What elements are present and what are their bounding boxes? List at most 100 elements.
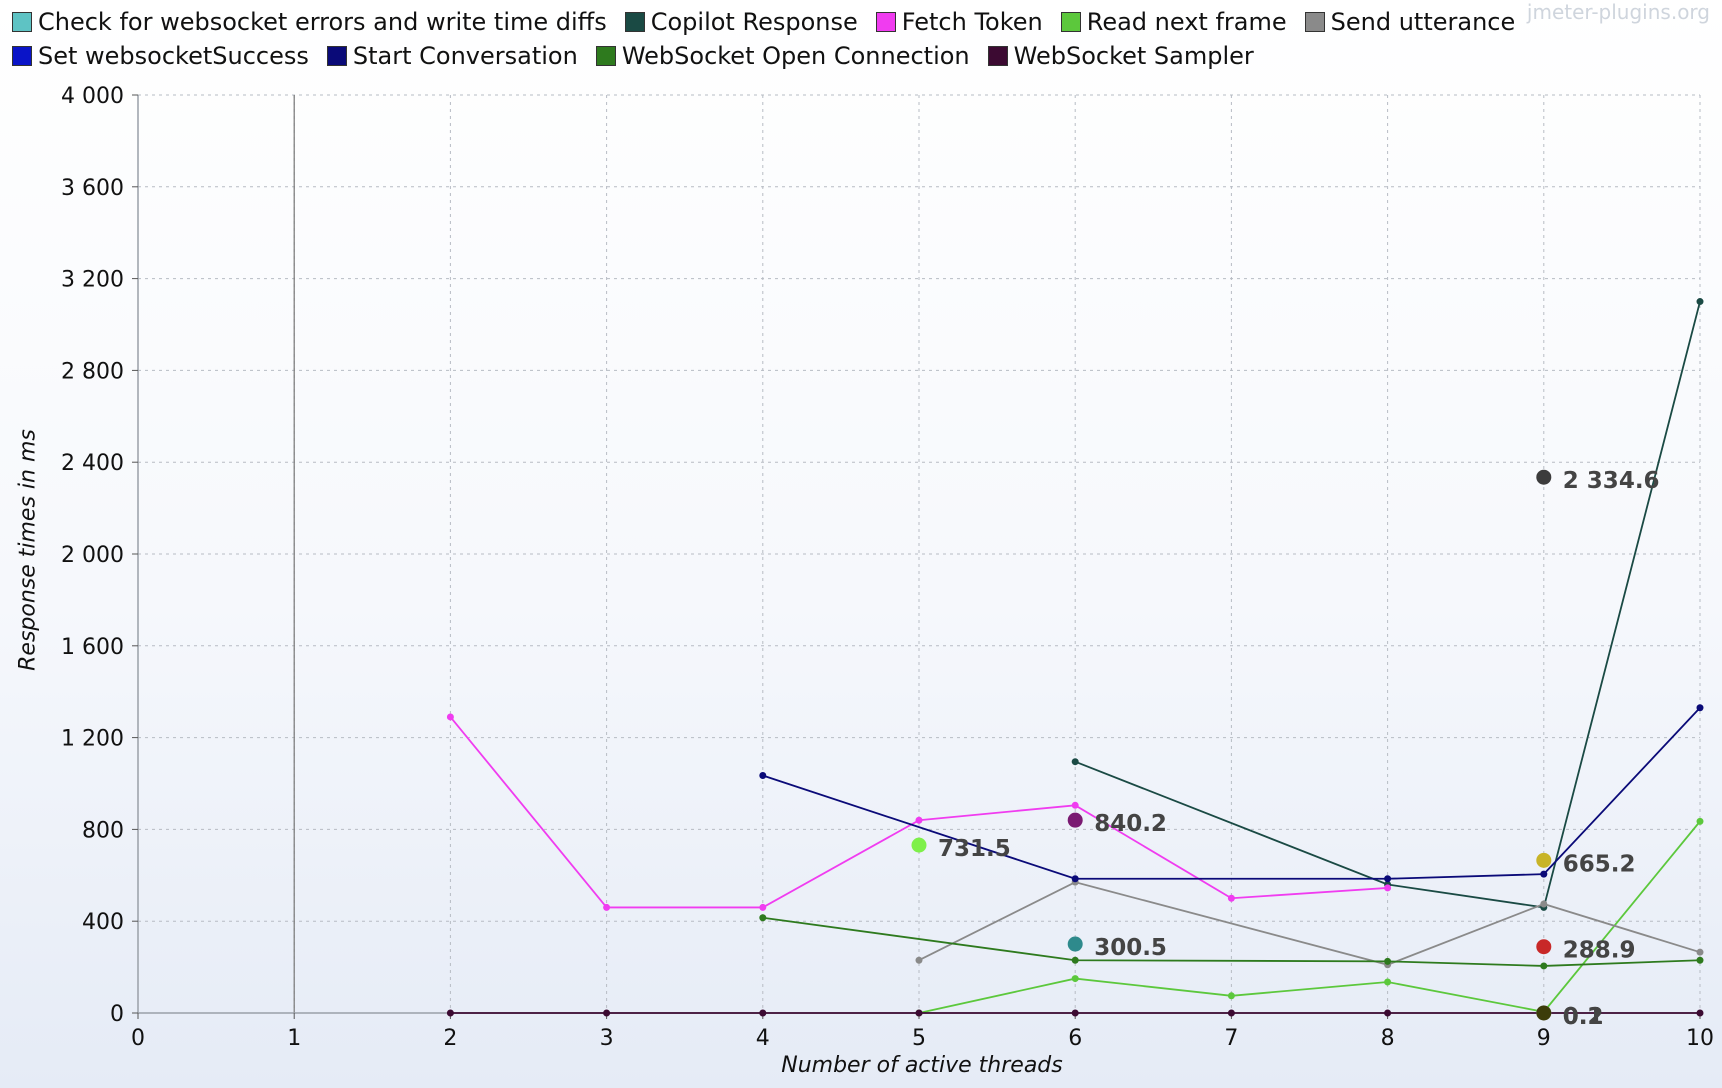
y-tick-label: 3 200 xyxy=(61,268,124,293)
x-tick-label: 0 xyxy=(131,1026,145,1051)
x-tick-label: 7 xyxy=(1224,1026,1238,1051)
legend-label: WebSocket Open Connection xyxy=(621,42,970,70)
data-point xyxy=(759,771,767,779)
x-tick-label: 5 xyxy=(912,1026,926,1051)
data-point xyxy=(1384,884,1392,892)
data-point xyxy=(759,903,767,911)
legend-item: Copilot Response xyxy=(624,8,858,36)
y-axis-label: Response times in ms xyxy=(15,429,41,671)
y-tick-label: 0 xyxy=(110,1002,124,1027)
x-tick-label: 4 xyxy=(756,1026,770,1051)
y-tick-label: 1 200 xyxy=(61,727,124,752)
annotation-label: 0.2 xyxy=(1563,1004,1604,1030)
annotation-marker xyxy=(1067,936,1083,952)
data-point xyxy=(1071,1009,1079,1017)
y-tick-label: 4 000 xyxy=(61,84,124,109)
legend-label: Send utterance xyxy=(1330,8,1516,36)
legend-item: Start Conversation xyxy=(326,42,578,70)
annotation-marker xyxy=(1067,812,1083,828)
data-point xyxy=(1071,975,1079,983)
data-point xyxy=(446,1009,454,1017)
data-point xyxy=(1071,758,1079,766)
legend-item: Check for websocket errors and write tim… xyxy=(12,8,607,36)
y-tick-label: 800 xyxy=(82,818,124,843)
annotation-marker xyxy=(1536,939,1552,955)
annotation-label: 300.5 xyxy=(1094,935,1167,961)
data-point xyxy=(1696,704,1704,712)
data-point xyxy=(1696,1009,1704,1017)
data-point xyxy=(1384,1009,1392,1017)
legend-label: Set websocketSuccess xyxy=(38,42,309,70)
x-axis-label: Number of active threads xyxy=(781,1053,1063,1078)
data-point xyxy=(1384,978,1392,986)
series-line xyxy=(1074,301,1701,909)
data-point xyxy=(1384,875,1392,883)
legend-swatch xyxy=(12,12,32,32)
annotation-label: 840.2 xyxy=(1094,811,1167,837)
legend-label: Start Conversation xyxy=(352,42,578,70)
data-point xyxy=(1696,817,1704,825)
series-line xyxy=(918,820,1701,1014)
legend-item: Read next frame xyxy=(1060,8,1287,36)
legend-item: WebSocket Open Connection xyxy=(595,42,970,70)
legend-label: Check for websocket errors and write tim… xyxy=(38,8,607,36)
x-tick-label: 6 xyxy=(1068,1026,1082,1051)
data-point xyxy=(759,1009,767,1017)
data-point xyxy=(915,956,923,964)
x-tick-label: 1 xyxy=(287,1026,301,1051)
legend-swatch xyxy=(12,46,32,66)
annotation-label: 2 334.6 xyxy=(1563,468,1660,494)
data-point xyxy=(1227,992,1235,1000)
annotation-marker xyxy=(911,837,927,853)
legend-item: Set websocketSuccess xyxy=(12,42,309,70)
annotation-marker xyxy=(1536,469,1552,485)
y-tick-label: 2 400 xyxy=(61,451,124,476)
legend-swatch xyxy=(326,46,347,66)
legend-label: Read next frame xyxy=(1086,8,1287,36)
legend-label: WebSocket Sampler xyxy=(1013,42,1254,70)
legend-swatch xyxy=(875,12,896,32)
data-point xyxy=(1071,956,1079,964)
x-tick-label: 3 xyxy=(600,1026,614,1051)
legend-label: Fetch Token xyxy=(901,8,1043,36)
x-tick-label: 10 xyxy=(1686,1026,1714,1051)
data-point xyxy=(1071,875,1079,883)
legend-item: Fetch Token xyxy=(875,8,1043,36)
data-point xyxy=(1384,957,1392,965)
legend-swatch xyxy=(624,12,645,32)
legend-label: Copilot Response xyxy=(650,8,858,36)
y-tick-label: 1 600 xyxy=(61,635,124,660)
legend-item: WebSocket Sampler xyxy=(987,42,1254,70)
annotation-label: 731.5 xyxy=(938,836,1011,862)
legend-swatch xyxy=(595,46,616,66)
legend-swatch xyxy=(1304,12,1325,32)
legend: Check for websocket errors and write tim… xyxy=(12,8,1552,70)
x-tick-label: 9 xyxy=(1537,1026,1551,1051)
x-tick-label: 8 xyxy=(1381,1026,1395,1051)
data-point xyxy=(446,713,454,721)
data-point xyxy=(1071,801,1079,809)
legend-item: Send utterance xyxy=(1304,8,1516,36)
data-point xyxy=(1227,894,1235,902)
data-point xyxy=(603,1009,611,1017)
data-point xyxy=(1696,298,1704,306)
annotation-label: 288.9 xyxy=(1563,938,1636,964)
data-point xyxy=(915,1009,923,1017)
watermark: jmeter-plugins.org xyxy=(1526,0,1710,24)
data-point xyxy=(1540,962,1548,970)
y-tick-label: 2 800 xyxy=(61,359,124,384)
annotation-marker xyxy=(1536,1005,1552,1021)
annotation-label: 0.1 xyxy=(1563,1004,1604,1030)
data-point xyxy=(1540,870,1548,878)
y-tick-label: 400 xyxy=(82,910,124,935)
y-tick-label: 2 000 xyxy=(61,543,124,568)
data-point xyxy=(1696,948,1704,956)
data-point xyxy=(1696,956,1704,964)
x-tick-label: 2 xyxy=(443,1026,457,1051)
legend-swatch xyxy=(987,46,1008,66)
data-point xyxy=(603,903,611,911)
data-point xyxy=(1540,900,1548,908)
data-point xyxy=(915,816,923,824)
y-tick-label: 3 600 xyxy=(61,176,124,201)
